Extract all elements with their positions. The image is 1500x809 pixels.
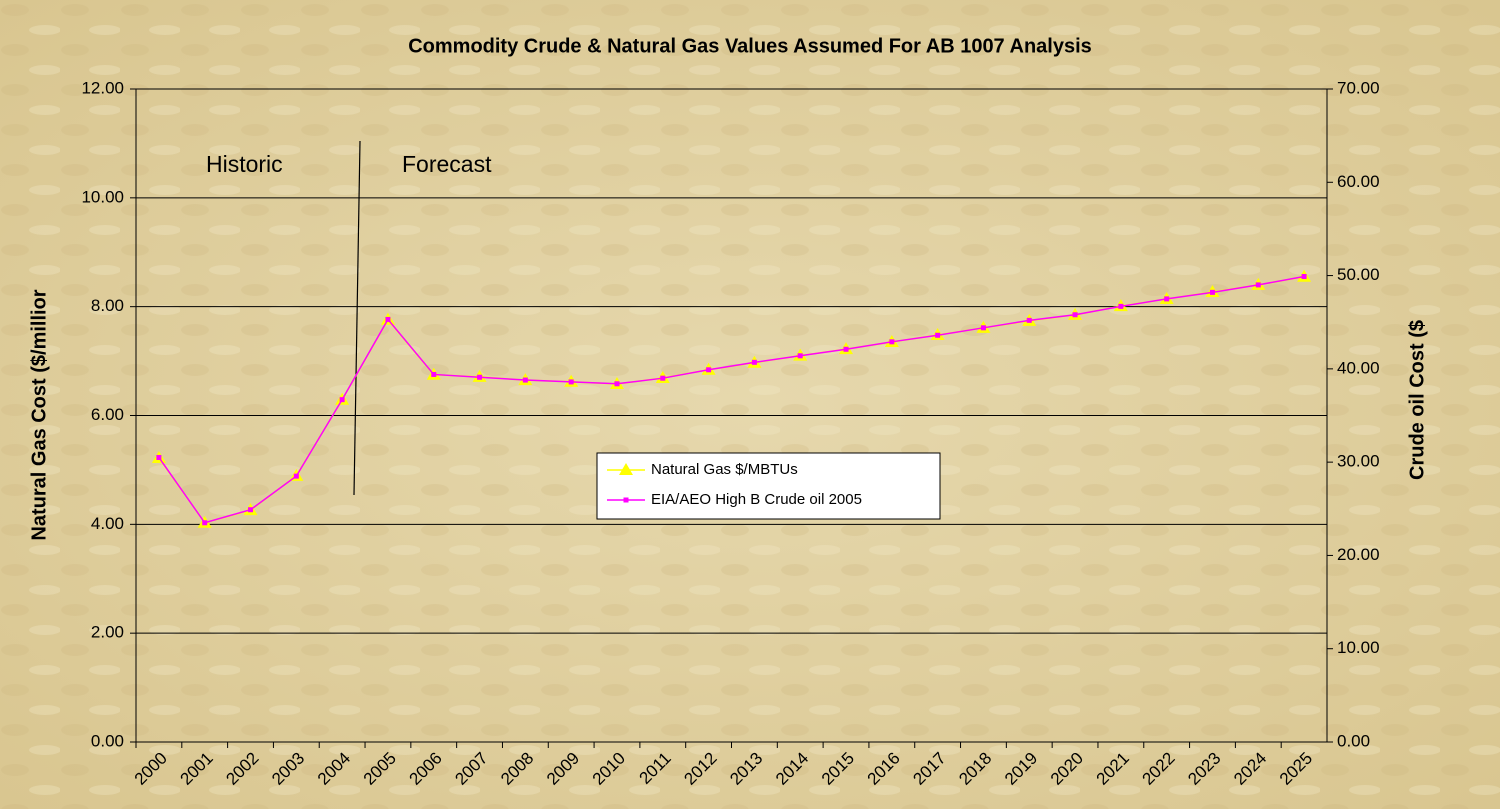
legend-marker — [619, 463, 633, 475]
y2-tick-label: 40.00 — [1337, 358, 1380, 377]
point — [751, 359, 757, 365]
point — [797, 353, 803, 359]
annotation: Forecast — [402, 151, 492, 177]
y2-tick-label: 0.00 — [1337, 731, 1370, 750]
point — [660, 375, 666, 381]
point — [1118, 303, 1124, 309]
y-tick-label: 8.00 — [91, 296, 124, 315]
annotation: Historic — [206, 151, 283, 177]
point — [1209, 289, 1215, 295]
legend-label: Natural Gas $/MBTUs — [651, 461, 798, 478]
point — [1026, 317, 1032, 323]
point — [1301, 274, 1307, 280]
point — [522, 377, 528, 383]
point — [477, 374, 483, 380]
point — [248, 507, 254, 513]
point — [935, 332, 941, 338]
point — [293, 473, 299, 479]
point — [706, 367, 712, 373]
divider-line — [353, 140, 361, 496]
y-tick-label: 6.00 — [91, 405, 124, 424]
point — [1072, 312, 1078, 318]
y-tick-label: 4.00 — [91, 514, 124, 533]
y-tick-label: 10.00 — [81, 187, 124, 206]
y2-axis-title: Crude oil Cost ($ — [1406, 320, 1428, 480]
point — [568, 379, 574, 385]
chart-title: Commodity Crude & Natural Gas Values Ass… — [408, 35, 1092, 57]
point — [156, 454, 162, 460]
y-axis-title: Natural Gas Cost ($/millior — [28, 289, 50, 540]
y-tick-label: 12.00 — [81, 78, 124, 97]
series-line — [158, 275, 1305, 524]
point — [614, 381, 620, 387]
y2-tick-label: 50.00 — [1337, 265, 1380, 284]
legend-box — [596, 452, 941, 520]
y-tick-label: 0.00 — [91, 731, 124, 750]
point — [1255, 282, 1261, 288]
point — [385, 316, 391, 322]
y2-tick-label: 70.00 — [1337, 78, 1380, 97]
legend-label: EIA/AEO High B Crude oil 2005 — [651, 491, 862, 508]
point — [889, 339, 895, 345]
point — [202, 520, 208, 526]
point — [843, 346, 849, 352]
y-tick-label: 2.00 — [91, 623, 124, 642]
y2-tick-label: 20.00 — [1337, 545, 1380, 564]
point — [980, 325, 986, 331]
point — [339, 397, 345, 403]
point — [1164, 296, 1170, 302]
y2-tick-label: 10.00 — [1337, 638, 1380, 657]
y2-tick-label: 30.00 — [1337, 452, 1380, 471]
legend-marker — [623, 497, 629, 503]
point — [431, 371, 437, 377]
y2-tick-label: 60.00 — [1337, 172, 1380, 191]
